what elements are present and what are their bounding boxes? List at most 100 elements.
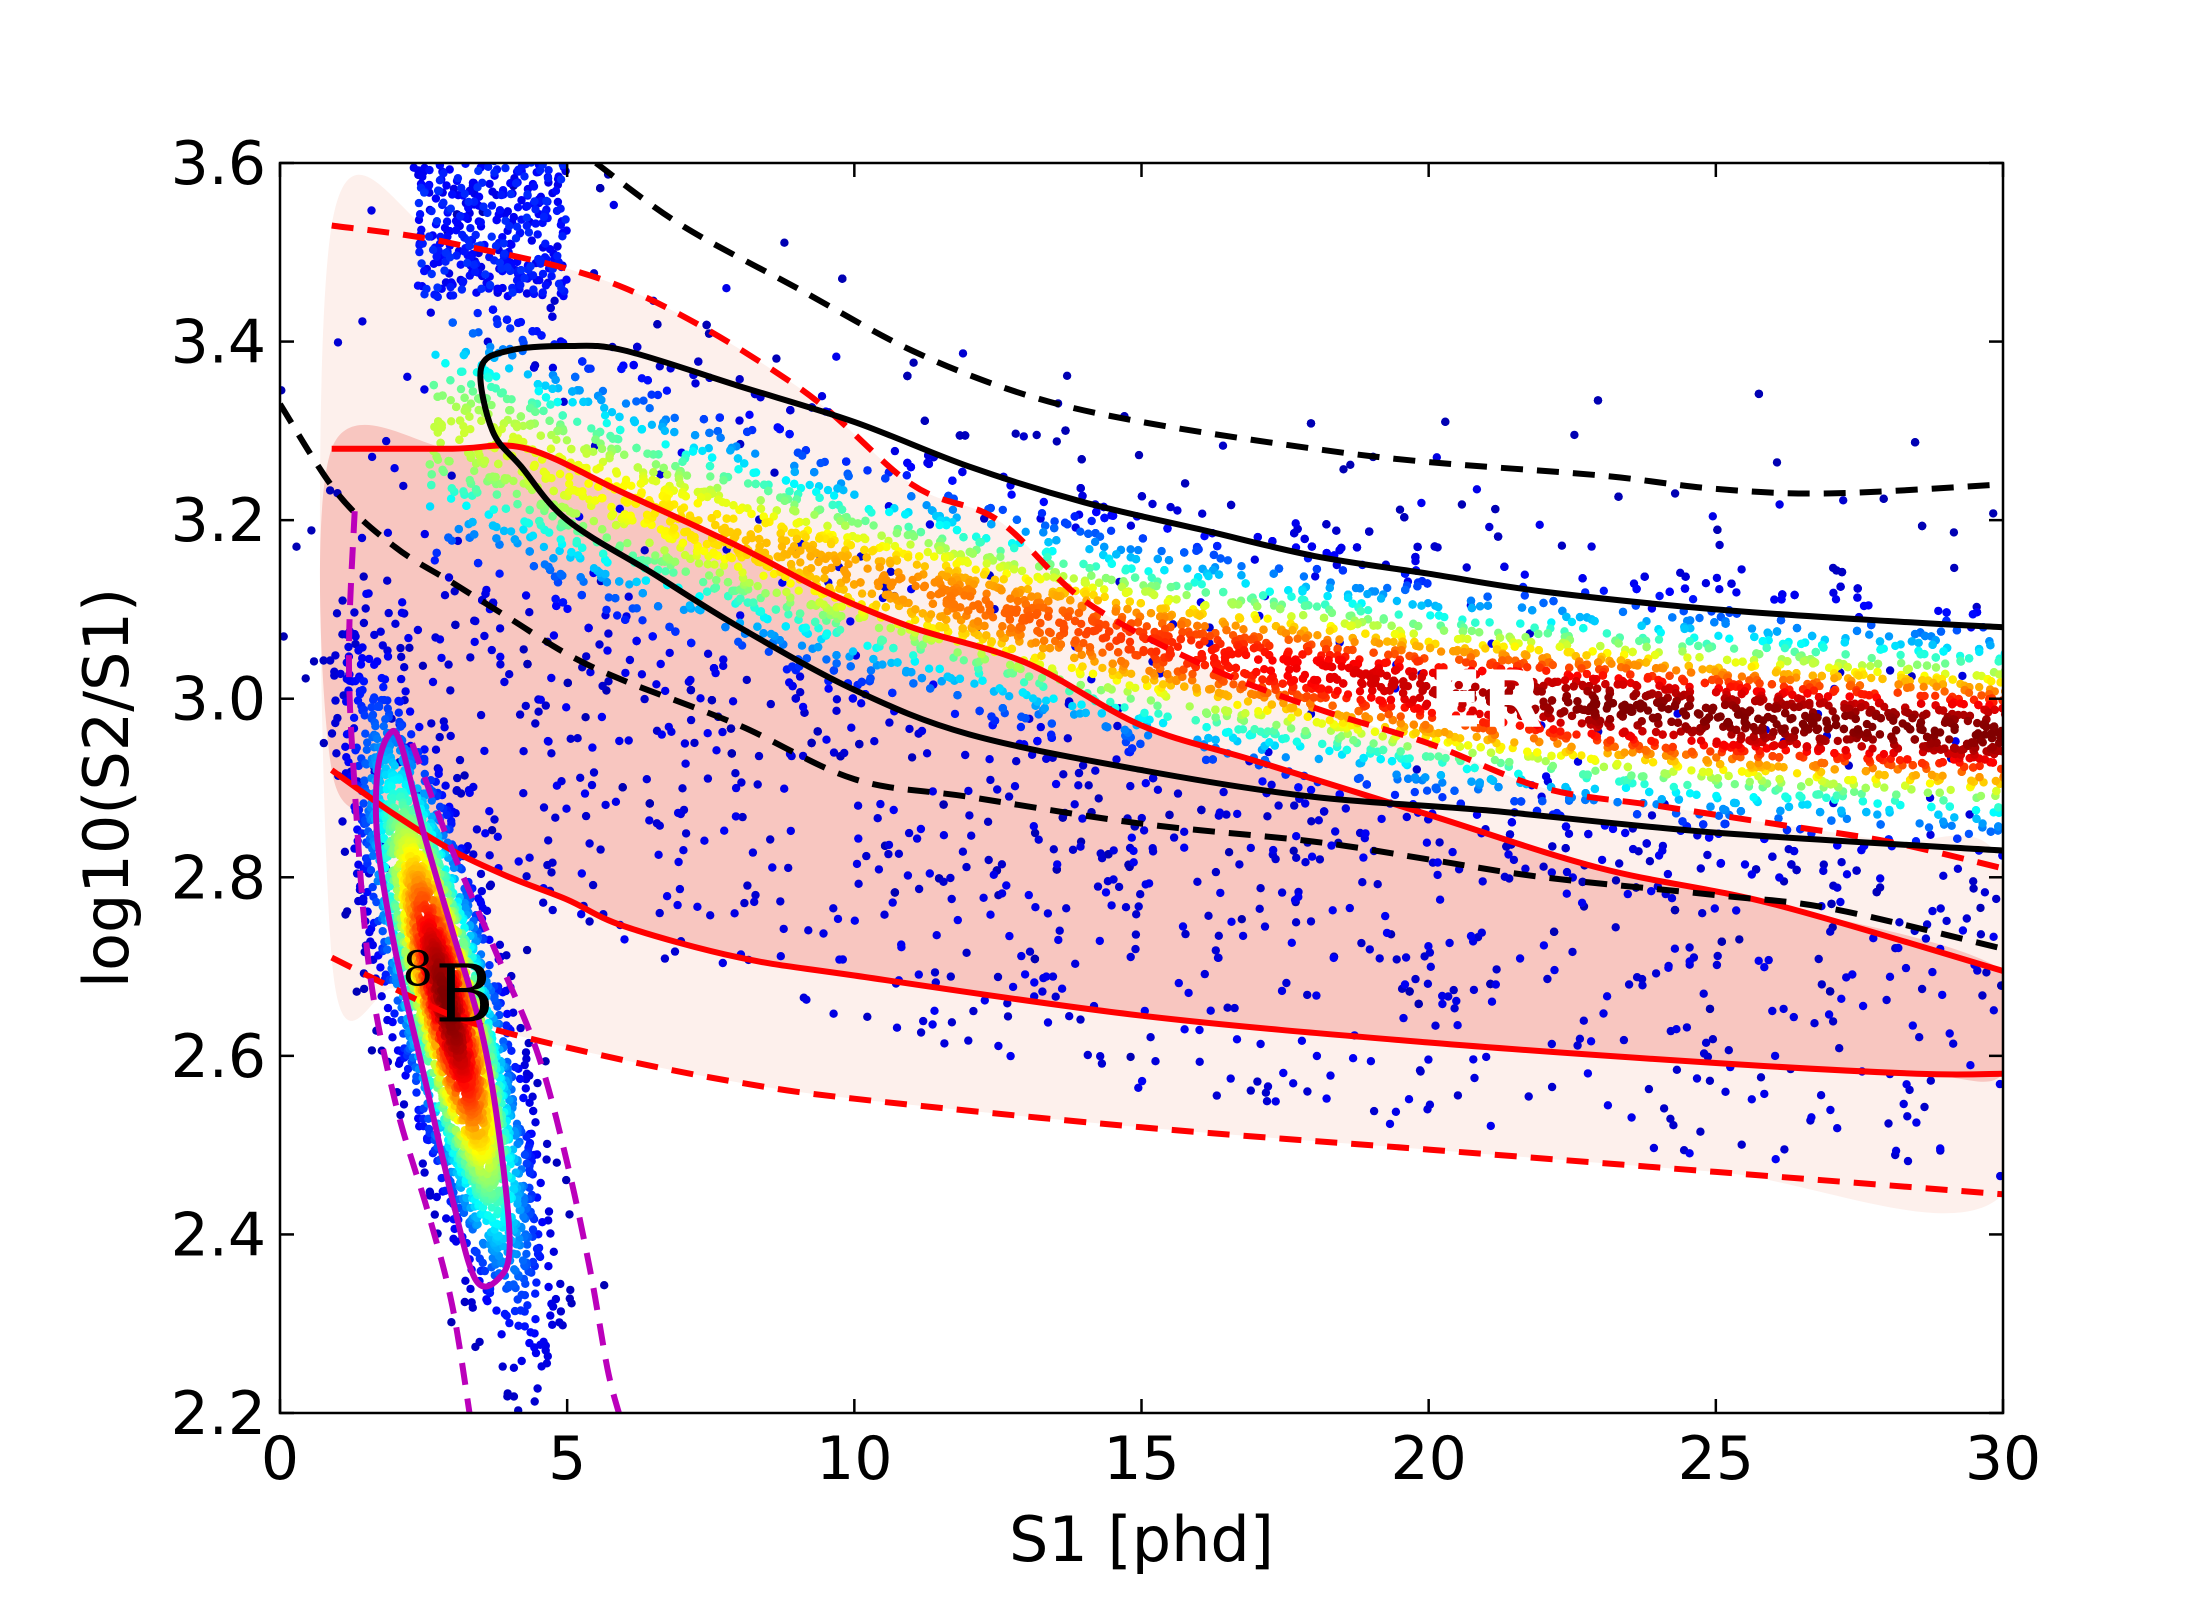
scatter-point <box>1792 623 1802 633</box>
scatter-point <box>829 1009 838 1018</box>
scatter-point <box>1055 926 1064 935</box>
scatter-point <box>539 212 549 222</box>
scatter-point <box>1433 543 1442 552</box>
scatter-point <box>935 664 944 674</box>
scatter-point <box>521 1048 531 1057</box>
scatter-point <box>601 569 610 579</box>
scatter-point <box>577 869 586 878</box>
scatter-point <box>492 372 501 381</box>
scatter-point <box>473 183 482 192</box>
scatter-point <box>1003 999 1012 1008</box>
scatter-point <box>1426 962 1436 971</box>
scatter-point <box>1434 602 1443 612</box>
scatter-point <box>522 872 531 881</box>
scatter-point <box>1670 905 1680 915</box>
scatter-point <box>1306 785 1316 795</box>
scatter-point <box>1936 904 1945 913</box>
scatter-point <box>566 734 575 743</box>
scatter-point <box>947 1018 957 1027</box>
scatter-point <box>638 616 647 625</box>
scatter-point <box>829 904 838 913</box>
scatter-point <box>907 492 916 501</box>
scatter-point <box>781 476 791 485</box>
scatter-point <box>1449 985 1458 995</box>
scatter-point <box>1091 766 1100 775</box>
scatter-point <box>1184 988 1193 998</box>
scatter-point <box>1012 757 1021 766</box>
scatter-point <box>1695 613 1704 623</box>
scatter-point <box>880 910 889 919</box>
scatter-point <box>637 670 647 679</box>
scatter-point <box>1669 782 1679 792</box>
scatter-point <box>1417 498 1426 508</box>
scatter-point <box>1250 555 1260 564</box>
scatter-point <box>1768 852 1777 861</box>
scatter-point <box>1787 860 1796 869</box>
scatter-point <box>1835 1044 1844 1053</box>
scatter-point <box>955 674 965 683</box>
scatter-point <box>1597 855 1607 865</box>
scatter-point <box>1962 914 1972 923</box>
scatter-point <box>1790 590 1799 600</box>
scatter-point <box>1792 865 1801 875</box>
scatter-point <box>1920 631 1930 641</box>
scatter-point <box>496 660 505 669</box>
scatter-point <box>1852 866 1861 875</box>
scatter-point <box>1121 566 1130 575</box>
scatter-point <box>476 218 485 227</box>
scatter-point <box>1265 738 1274 747</box>
scatter-point <box>473 558 483 568</box>
scatter-point <box>1699 820 1708 829</box>
scatter-point <box>1828 1017 1838 1026</box>
scatter-point <box>453 773 462 783</box>
scatter-point <box>1833 883 1842 892</box>
scatter-point <box>394 708 403 717</box>
scatter-point <box>562 275 571 284</box>
scatter-point <box>1197 580 1207 589</box>
scatter-point <box>517 1290 526 1300</box>
scatter-point <box>907 753 917 762</box>
scatter-point <box>1348 1054 1358 1063</box>
scatter-point <box>1241 579 1250 588</box>
scatter-point <box>568 387 577 396</box>
scatter-point <box>1875 637 1885 646</box>
scatter-point <box>1837 994 1846 1003</box>
scatter-point <box>943 672 952 681</box>
scatter-point <box>716 433 725 442</box>
scatter-point <box>1307 817 1316 826</box>
scatter-point <box>420 290 429 299</box>
scatter-point <box>601 800 610 810</box>
scatter-point <box>440 591 450 600</box>
scatter-point <box>1712 791 1721 801</box>
scatter-point <box>1567 617 1577 627</box>
scatter-point <box>1401 585 1410 595</box>
scatter-point <box>1377 814 1386 824</box>
scatter-point <box>1329 953 1338 963</box>
scatter-point <box>679 846 688 855</box>
scatter-point <box>1899 1099 1908 1109</box>
scatter-point <box>1577 898 1587 907</box>
scatter-point <box>916 824 926 834</box>
scatter-point <box>1399 1013 1408 1023</box>
scatter-point <box>832 706 841 715</box>
scatter-point <box>1873 810 1882 819</box>
scatter-point <box>722 284 731 293</box>
scatter-point <box>1195 1025 1204 1035</box>
scatter-point <box>1470 1073 1479 1083</box>
scatter-point <box>1735 935 1744 944</box>
scatter-point <box>995 684 1004 693</box>
scatter-point <box>418 172 427 181</box>
scatter-point <box>495 624 505 633</box>
scatter-point <box>399 481 408 491</box>
scatter-point <box>1764 955 1773 965</box>
scatter-point <box>1148 847 1158 856</box>
scatter-point <box>1541 772 1551 781</box>
scatter-point <box>524 519 534 528</box>
scatter-point <box>1003 1012 1013 1021</box>
scatter-point <box>1815 807 1825 817</box>
scatter-point <box>1008 982 1018 992</box>
scatter-point <box>1137 492 1147 501</box>
scatter-point <box>838 274 847 283</box>
scatter-point <box>1712 960 1722 970</box>
scatter-point <box>822 629 832 638</box>
